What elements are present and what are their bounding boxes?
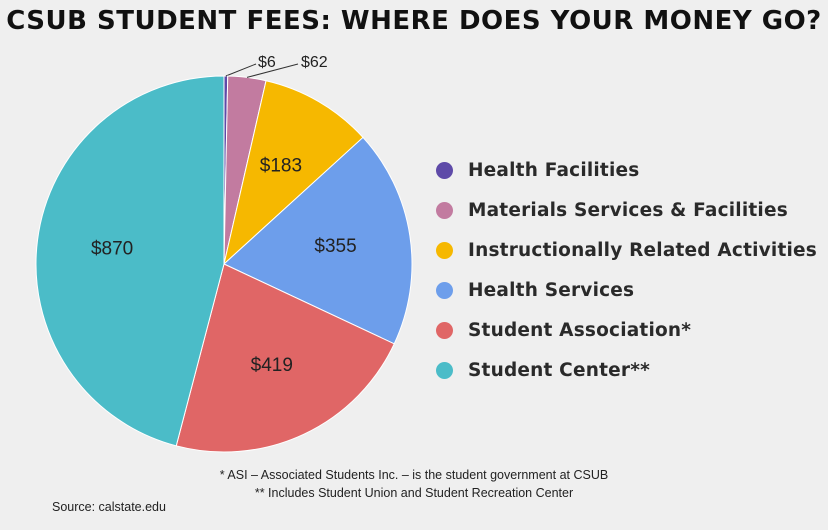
legend-swatch [436,241,453,259]
slice-label-health-services: $355 [314,236,356,257]
source-note: Source: calstate.edu [52,500,166,514]
footnote-student-center: ** Includes Student Union and Student Re… [254,486,574,500]
pie-slice-student-association [175,263,395,453]
pie-slice-instructionally-related-activities [223,80,364,266]
legend-swatch [436,281,453,299]
legend-item-student-center: Student Center** [436,350,817,390]
slice-label-instructionally-related-activities: $183 [260,156,302,177]
legend-item-materials-services-facilities: Materials Services & Facilities [436,190,817,230]
slice-label-health-facilities: $6 [258,54,276,71]
callout-line-materials-services-facilities [246,63,299,78]
legend-item-student-association: Student Association* [436,310,817,350]
legend-swatch [436,161,453,179]
legend-label: Student Association* [468,319,692,341]
slice-label-student-center: $870 [91,239,133,260]
legend-swatch [436,361,453,379]
pie-chart: $6 $62 $183 $355 $419 $870 [35,54,413,453]
pie-slice-student-center [35,75,225,447]
legend-item-instructionally-related-activities: Instructionally Related Activities [436,230,817,270]
chart-title: CSUB STUDENT FEES: WHERE DOES YOUR MONEY… [6,6,822,36]
slice-label-materials-services-facilities: $62 [301,54,328,71]
chart-legend: Health Facilities Materials Services & Fa… [436,150,817,390]
legend-item-health-services: Health Services [436,270,817,310]
legend-label: Health Services [468,279,635,301]
legend-swatch [436,321,453,339]
slice-label-student-association: $419 [251,355,293,376]
footnote-asi: * ASI – Associated Students Inc. – is th… [219,468,609,482]
legend-label: Materials Services & Facilities [468,199,788,221]
pie-slice-health-services [223,136,413,345]
legend-label: Health Facilities [468,159,640,181]
legend-item-health-facilities: Health Facilities [436,150,817,190]
legend-label: Student Center** [468,359,650,381]
legend-swatch [436,201,453,219]
legend-label: Instructionally Related Activities [468,239,818,261]
callout-line-health-facilities [225,63,257,77]
